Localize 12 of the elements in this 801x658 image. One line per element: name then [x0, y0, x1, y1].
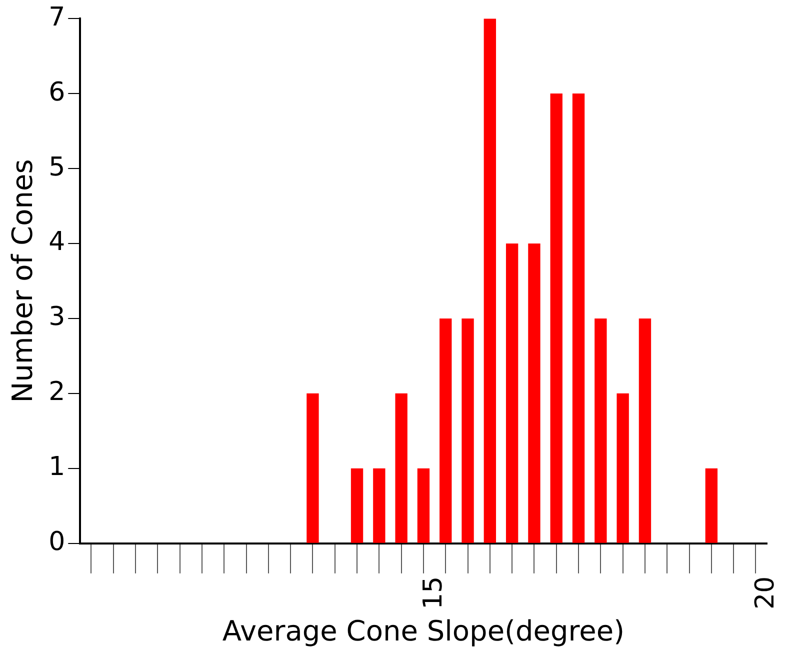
y-tick-label: 6 — [48, 77, 66, 108]
x-axis-title: Average Cone Slope(degree) — [222, 614, 625, 648]
y-tick-label: 5 — [48, 152, 66, 182]
x-tick-label: 15 — [418, 576, 448, 610]
y-tick-label: 7 — [48, 2, 66, 32]
y-tick-label: 1 — [48, 452, 66, 482]
y-tick-label: 3 — [48, 302, 66, 332]
x-tick-label: 20 — [750, 576, 781, 610]
y-axis-title: Number of Cones — [6, 159, 40, 403]
y-tick-label: 0 — [48, 527, 66, 558]
y-tick-label: 2 — [48, 377, 66, 408]
y-tick-label: 4 — [48, 227, 66, 258]
